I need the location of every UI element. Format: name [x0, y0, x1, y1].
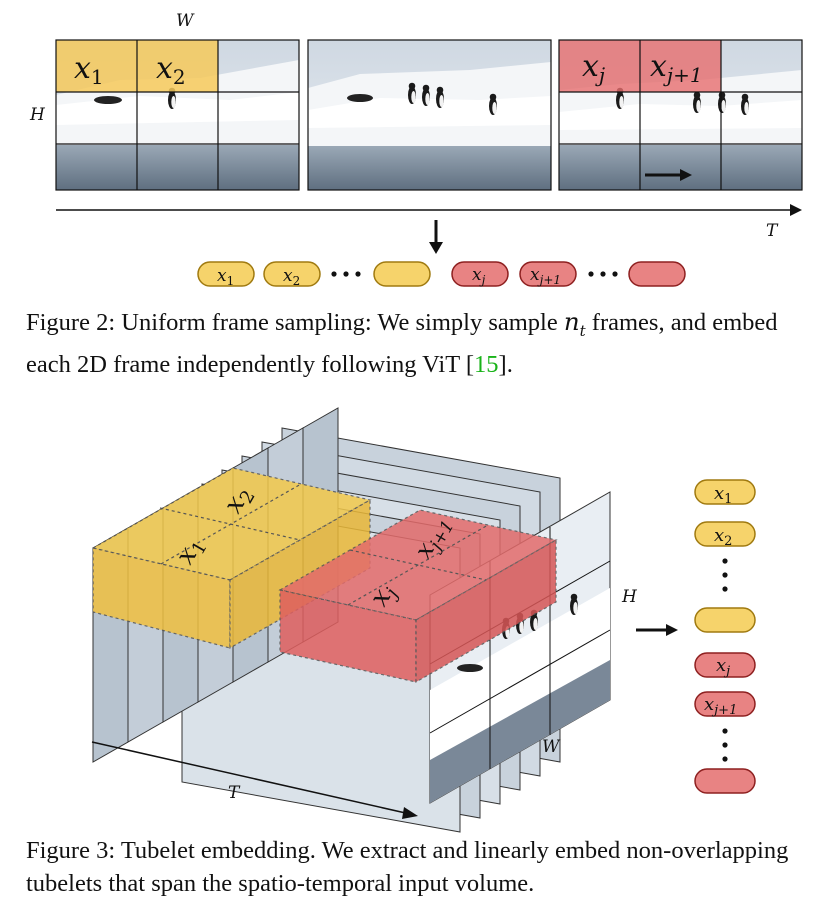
fig3-axis-w: W: [542, 737, 561, 757]
fig2-patch-x1: x1: [74, 51, 104, 89]
fig2-token-xj1-label: xj+1: [530, 265, 561, 287]
token-xj1: [519, 261, 577, 287]
fig2-token-x1-label: x1: [217, 266, 234, 288]
frame-1: [55, 39, 300, 191]
token-yellow-last: [373, 261, 431, 287]
fig2-patch-xj1: xj+1: [650, 49, 703, 87]
fig2-caption-mid: frames, and embed each 2D frame independ…: [26, 309, 778, 378]
yellow-tubelet: [91, 467, 372, 650]
fig2-axis-w: W: [176, 11, 195, 31]
fig3-token-x1-label: x1: [714, 483, 732, 507]
fig2-caption-suffix: ].: [498, 350, 513, 378]
token-xj: [451, 261, 509, 287]
fig2-caption-prefix: Figure 2: Uniform frame sampling: We sim…: [26, 309, 564, 336]
time-axis: [56, 204, 802, 216]
fig2-caption-math: nt: [563, 307, 586, 340]
red-tubelet: [278, 509, 558, 684]
fig2-axis-t: T: [766, 221, 779, 241]
fig2-patch-x2: x2: [156, 51, 186, 89]
token-x2: [263, 261, 321, 287]
token-red-last: [628, 261, 686, 287]
fig2-token-xj-label: xj: [472, 265, 486, 287]
fig2-caption-ref[interactable]: 15: [474, 350, 499, 378]
fig3-axis-t: T: [228, 783, 241, 803]
frame-3: [558, 39, 803, 191]
frame-2: [307, 39, 552, 191]
fig3-token-xj-label: xj: [716, 655, 730, 679]
token-x1: [197, 261, 255, 287]
fig2-axis-h: H: [29, 105, 46, 125]
fig2-patch-xj: xj: [582, 49, 605, 87]
down-arrow: [429, 220, 443, 254]
fig2-token-row: [197, 261, 686, 287]
fig3-axis-h: H: [621, 587, 638, 607]
figure-2-caption: Figure 2: Uniform frame sampling: We sim…: [26, 305, 816, 381]
figure-3-graphic: [91, 407, 756, 833]
fig3-token-x2-label: x2: [714, 525, 732, 549]
fig3-token-xj1-label: xj+1: [704, 694, 737, 718]
figure-3-caption: Figure 3: Tubelet embedding. We extract …: [26, 837, 789, 897]
fig2-token-x2-label: x2: [283, 266, 300, 288]
